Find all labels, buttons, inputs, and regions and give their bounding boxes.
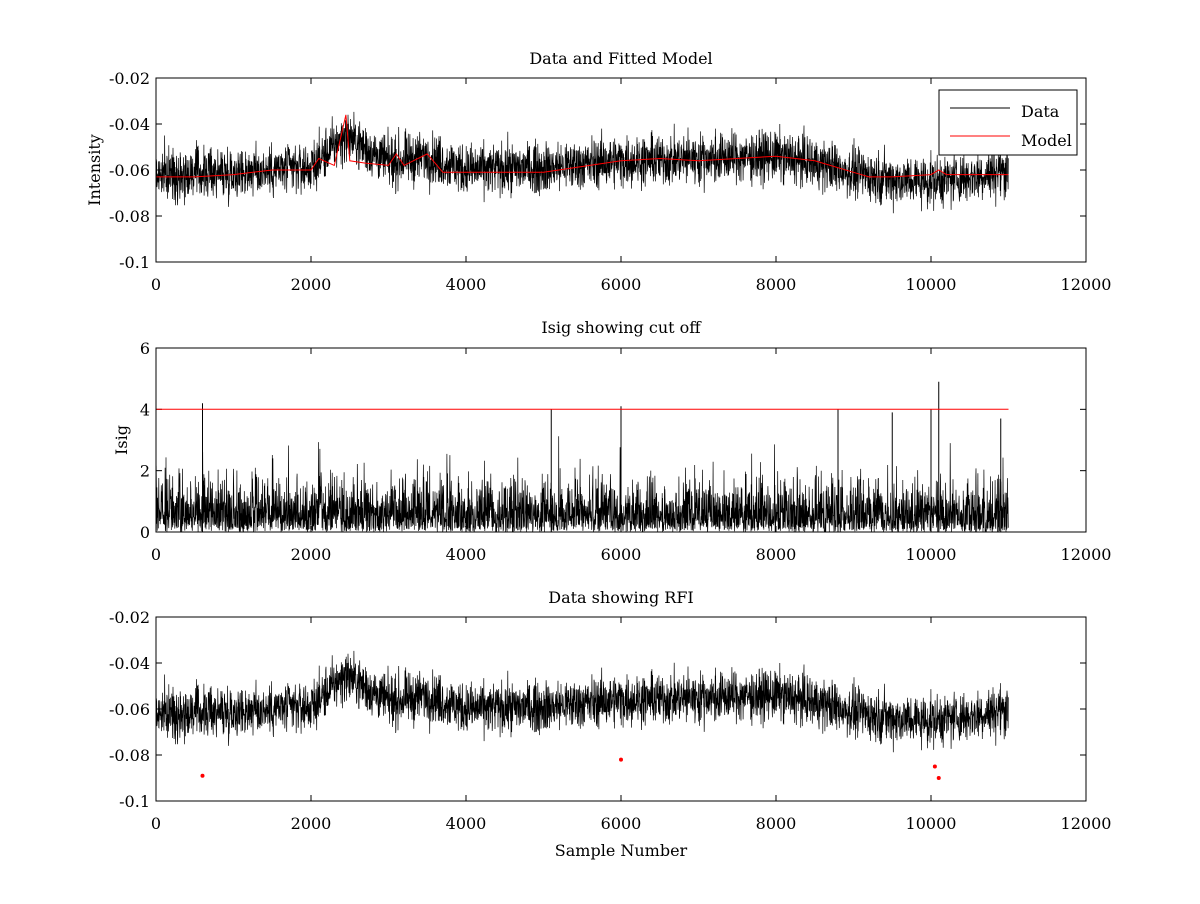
panel-2-ytick-label: 6 (140, 339, 150, 358)
panel-3-plot: -0.1 -0.08 -0.06 -0.04 -0.02 0 2000 4000 6000 800… (109, 608, 1111, 833)
panel-3-ytick-label: -0.04 (109, 654, 150, 673)
legend-data-label: Data (1021, 102, 1060, 121)
panel-3-ytick-label: -0.1 (119, 792, 150, 811)
panel-1-ytick-label: -0.06 (109, 161, 150, 180)
panel-3-xtick-label: 6000 (601, 814, 642, 833)
panel-3-ytick-label: -0.02 (109, 608, 150, 627)
panel-1-ytick-label: -0.02 (109, 69, 150, 88)
panel-1-series-group (156, 111, 1009, 214)
panel-2: Isig showing cut off Isig 0 2 4 6 0 2000 4000 6… (112, 318, 1111, 564)
panel-1-title: Data and Fitted Model (529, 49, 712, 68)
panel-3-xlabel: Sample Number (555, 841, 688, 860)
panel-1-axes-box (155, 77, 1087, 263)
panel-2-ytick-label: 2 (140, 462, 150, 481)
panel-1-xtick-label: 4000 (446, 275, 487, 294)
panel-1-xtick-label: 10000 (906, 275, 957, 294)
rfi-point (200, 773, 205, 778)
panel-1-xtick-label: 6000 (601, 275, 642, 294)
panel-2-xtick-label: 8000 (756, 545, 797, 564)
panel-1-ytick-label: -0.08 (109, 207, 150, 226)
panel-3-ytick-label: -0.08 (109, 746, 150, 765)
panel-1-ytick-label: -0.1 (119, 253, 150, 272)
panel-2-xtick-label: 10000 (906, 545, 957, 564)
panel-1-xtick-label: 0 (151, 275, 161, 294)
series-data (156, 111, 1009, 214)
panel-1-ylabel: Intensity (85, 134, 104, 206)
legend-box (938, 89, 1078, 156)
panel-2-xtick-label: 4000 (446, 545, 487, 564)
panel-2-xtick-label: 6000 (601, 545, 642, 564)
panel-2-title: Isig showing cut off (541, 318, 702, 337)
panel-2-xtick-label: 0 (151, 545, 161, 564)
legend-model-label: Model (1021, 131, 1072, 150)
panel-3-xtick-label: 10000 (906, 814, 957, 833)
panel-3-xtick-label: 2000 (291, 814, 332, 833)
panel-3: Data showing RFI -0.1 -0.08 -0.06 -0.04 -0.0… (109, 588, 1111, 860)
panel-1-ytick-label: -0.04 (109, 115, 150, 134)
panel-3-xtick-label: 4000 (446, 814, 487, 833)
panel-2-plot: 0 2 4 6 0 2000 4000 6000 8000 10000 12000 (140, 339, 1112, 564)
panel-3-ytick-label: -0.06 (109, 700, 150, 719)
panel-2-ytick-label: 4 (140, 400, 150, 419)
panel-3-xtick-label: 12000 (1061, 814, 1112, 833)
series-data (156, 650, 1009, 753)
panel-1-xtick-label: 2000 (291, 275, 332, 294)
panel-3-title: Data showing RFI (548, 588, 693, 607)
panel-1: Data and Fitted Model Intensity -0.1 -0.0… (85, 49, 1111, 294)
panel-2-axes-box (155, 347, 1087, 533)
panel-3-xtick-label: 8000 (756, 814, 797, 833)
panel-1-xtick-label: 8000 (756, 275, 797, 294)
panel-3-series-group (156, 650, 1009, 780)
series-model (156, 114, 1009, 178)
panel-2-ylabel: Isig (112, 425, 131, 455)
panel-3-axes-box (155, 616, 1087, 802)
panel-3-xtick-label: 0 (151, 814, 161, 833)
panel-2-xtick-label: 2000 (291, 545, 332, 564)
panel-1-xtick-label: 12000 (1061, 275, 1112, 294)
panel-2-xtick-label: 12000 (1061, 545, 1112, 564)
rfi-point (619, 757, 623, 762)
panel-2-ytick-label: 0 (140, 523, 150, 542)
panel-1-legend: Data Model (938, 89, 1078, 156)
rfi-point (932, 764, 937, 769)
panel-2-series-group (156, 381, 1009, 532)
panel-1-plot: -0.1 -0.08 -0.06 -0.04 -0.02 0 2000 4000 6000 800… (109, 69, 1111, 294)
series-isig (156, 436, 1009, 532)
rfi-point (936, 776, 941, 780)
